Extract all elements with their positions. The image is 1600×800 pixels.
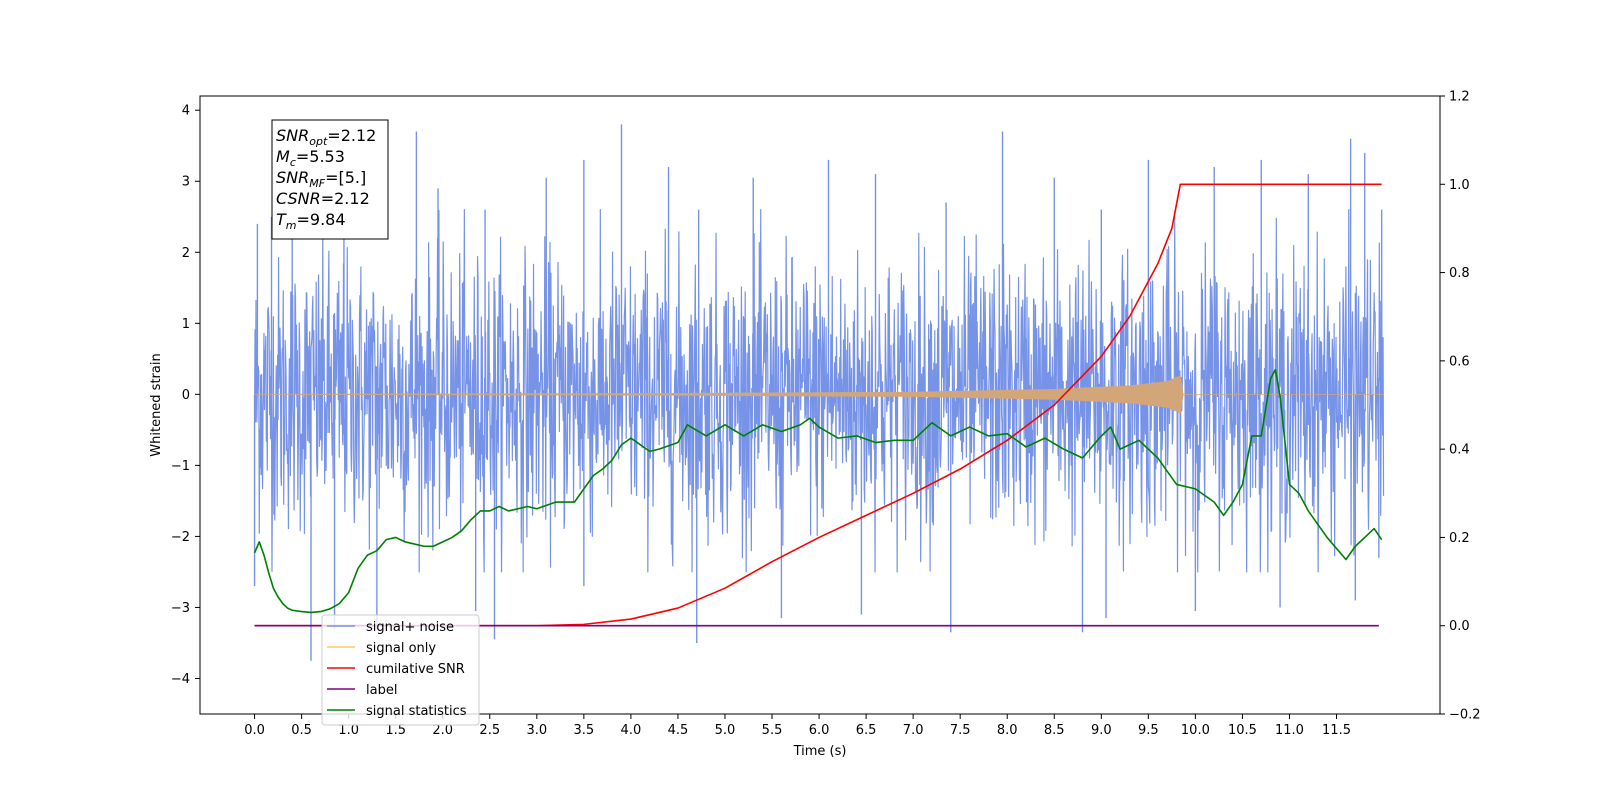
x-tick-label-10: 5.0 [715, 723, 736, 738]
legend-label-1: signal only [366, 641, 436, 656]
y-right-tick-label-5: 0.2 [1449, 531, 1470, 546]
y-left-tick-label-4: 0 [182, 388, 190, 403]
y-right-tick-label-0: 1.2 [1449, 90, 1470, 105]
annotation-line-1: Mc=5.53 [276, 147, 345, 169]
x-tick-label-7: 3.5 [574, 723, 595, 738]
x-tick-label-16: 8.0 [997, 723, 1018, 738]
y-axis-left-label: Whitened strain [149, 353, 164, 456]
x-tick-label-5: 2.5 [479, 723, 500, 738]
x-tick-label-17: 8.5 [1044, 723, 1065, 738]
series-signal-only-line [254, 375, 1384, 414]
x-axis-label: Time (s) [793, 744, 847, 759]
legend-frame [321, 614, 480, 726]
x-tick-label-8: 4.0 [621, 723, 642, 738]
annotation-line-2: SNRMF=[5.] [276, 168, 366, 190]
y-right-tick-label-1: 1.0 [1449, 178, 1470, 193]
x-axis-ticks: 0.0 0.5 1.0 1.5 2.0 2.5 3.0 3.5 4.0 4.5 5.0 5.5 6.0 6… [244, 714, 1351, 738]
plot-frame [199, 95, 1441, 715]
y-left-tick-label-0: 4 [182, 104, 190, 119]
x-tick-label-20: 10.0 [1181, 723, 1210, 738]
y-left-tick-label-1: 3 [182, 175, 190, 190]
legend-label-2: cumilative SNR [366, 662, 465, 677]
x-tick-label-6: 3.0 [526, 723, 547, 738]
y-right-tick-label-7: −0.2 [1449, 708, 1481, 723]
y-right-tick-label-2: 0.8 [1449, 266, 1470, 281]
x-tick-label-3: 1.5 [385, 723, 406, 738]
x-tick-label-12: 6.0 [809, 723, 830, 738]
x-tick-label-15: 7.5 [950, 723, 971, 738]
y-left-tick-label-6: −2 [171, 530, 190, 545]
annotation-frame [271, 119, 389, 240]
series-cumilative-snr-line [254, 183, 1382, 627]
x-tick-label-4: 2.0 [432, 723, 453, 738]
x-tick-label-21: 10.5 [1228, 723, 1257, 738]
annotation-line-4: Tm=9.84 [276, 210, 346, 232]
y-left-tick-label-8: −4 [171, 672, 190, 687]
x-tick-label-19: 9.5 [1138, 723, 1159, 738]
y-right-tick-label-4: 0.4 [1449, 443, 1470, 458]
legend-label-4: signal statistics [366, 704, 467, 719]
y-left-tick-label-3: 1 [182, 317, 190, 332]
y-right-tick-label-3: 0.6 [1449, 354, 1470, 369]
legend-label-0: signal+ noise [366, 620, 454, 635]
x-tick-label-22: 11.0 [1275, 723, 1304, 738]
y-left-tick-label-7: −3 [171, 601, 190, 616]
series-signal-noise-line [253, 209, 1385, 573]
y-left-tick-label-5: −1 [171, 459, 190, 474]
plot-area [253, 124, 1385, 661]
y-axis-left-ticks: 4 3 2 1 0 −1 −2 −3 −4 [171, 104, 200, 687]
x-tick-label-9: 4.5 [668, 723, 689, 738]
x-tick-label-23: 11.5 [1322, 723, 1351, 738]
y-right-tick-label-6: 0.0 [1449, 619, 1470, 634]
annotation-line-0: SNRopt=2.12 [276, 126, 376, 148]
x-tick-label-13: 6.5 [856, 723, 877, 738]
x-tick-label-2: 1.0 [338, 723, 359, 738]
x-tick-label-0: 0.0 [244, 723, 265, 738]
legend-label-3: label [366, 683, 397, 698]
x-tick-label-11: 5.5 [762, 723, 783, 738]
series-signal-statistics-line [253, 368, 1383, 614]
legend: signal+ noise signal only cumilative SNR la… [321, 614, 480, 726]
annotation-line-3: CSNR=2.12 [276, 189, 370, 208]
x-tick-label-14: 7.0 [903, 723, 924, 738]
x-tick-label-1: 0.5 [291, 723, 312, 738]
y-axis-right-ticks: 1.2 1.0 0.8 0.6 0.4 0.2 0.0 −0.2 [1440, 90, 1481, 723]
y-left-tick-label-2: 2 [182, 246, 190, 261]
x-tick-label-18: 9.0 [1091, 723, 1112, 738]
